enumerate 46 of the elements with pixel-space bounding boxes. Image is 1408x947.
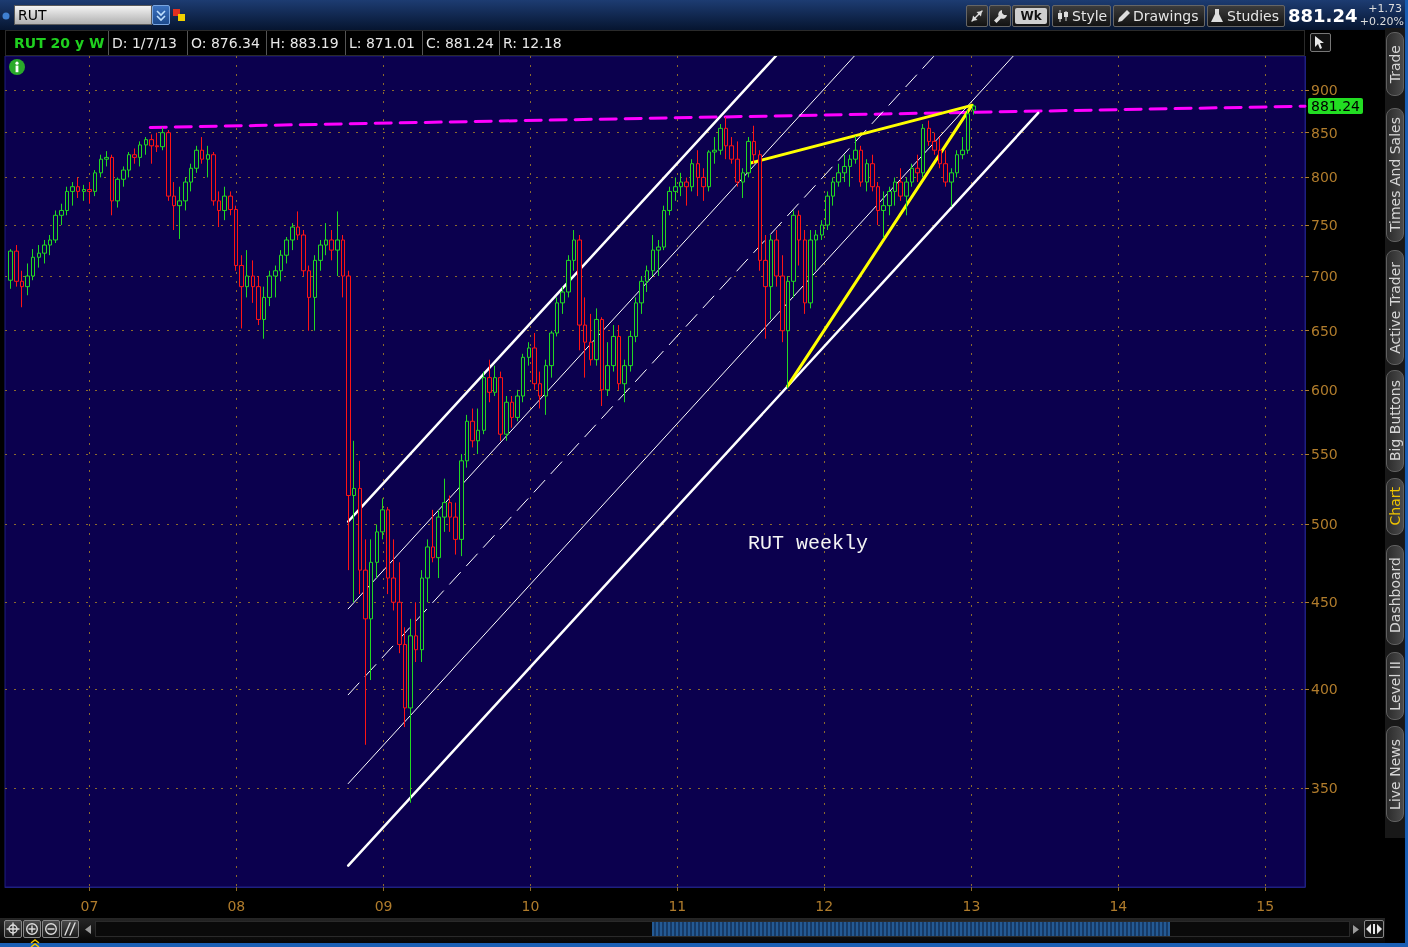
- text: 881.24: [1288, 5, 1358, 26]
- tab: Times And Sales: [1386, 108, 1404, 242]
- tab: Level II: [1386, 652, 1404, 720]
- x-tick-label: 14: [1109, 898, 1128, 914]
- y-tick-label: 900: [1311, 82, 1338, 99]
- x-tick-label: 10: [521, 898, 540, 914]
- tab: Big Buttons: [1386, 370, 1404, 472]
- x-tick-label: 07: [80, 898, 99, 914]
- y-tick-label: 700: [1311, 268, 1338, 285]
- text: 881.24: [1311, 98, 1360, 114]
- x-tick-label: 11: [668, 898, 687, 914]
- x-tick-label: 08: [227, 898, 246, 914]
- x-tick-label: 12: [815, 898, 834, 914]
- text: D: 1/7/13: [112, 35, 178, 51]
- text: R: 12.18: [503, 35, 562, 51]
- text: Wk: [1020, 9, 1042, 23]
- y-tick-label: 500: [1311, 516, 1338, 533]
- y-tick-label: 800: [1311, 169, 1338, 186]
- x-tick-label: 15: [1256, 898, 1275, 914]
- tab: Live News: [1386, 726, 1404, 822]
- y-tick-label: 550: [1311, 446, 1338, 463]
- y-tick-label: 850: [1311, 124, 1338, 141]
- text: RUT: [18, 7, 47, 23]
- text: O: 876.34: [191, 35, 260, 51]
- y-tick-label: 350: [1311, 779, 1338, 796]
- tab: Chart: [1386, 478, 1404, 535]
- tab: Dashboard: [1386, 545, 1404, 645]
- annotation: RUT weekly: [748, 532, 869, 555]
- text: C: 881.24: [426, 35, 494, 51]
- text: Style: [1072, 8, 1108, 24]
- text: Studies: [1227, 8, 1279, 24]
- text: Drawings: [1133, 8, 1199, 24]
- chart-title: RUT 20 y W: [14, 35, 105, 51]
- text: +0.20%: [1359, 15, 1404, 28]
- tab: Active Trader: [1386, 250, 1404, 365]
- y-tick-label: 450: [1311, 594, 1338, 611]
- x-tick-label: 13: [962, 898, 981, 914]
- text: H: 883.19: [270, 35, 339, 51]
- y-tick-label: 600: [1311, 381, 1338, 398]
- tab: Trade: [1386, 32, 1404, 96]
- text: L: 871.01: [349, 35, 415, 51]
- y-tick-label: 750: [1311, 217, 1338, 234]
- text: +1.73: [1368, 2, 1402, 15]
- y-tick-label: 650: [1311, 322, 1338, 339]
- x-tick-label: 09: [374, 898, 393, 914]
- y-tick-label: 400: [1311, 681, 1338, 698]
